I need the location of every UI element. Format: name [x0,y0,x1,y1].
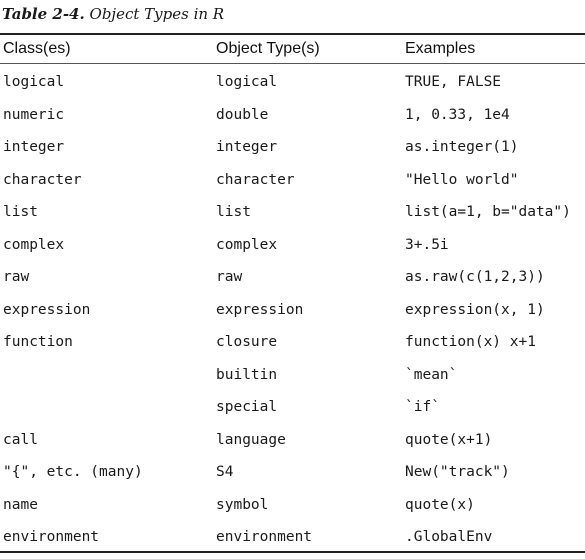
table-row: "{", etc. (many) S4 New("track") [0,458,585,491]
table-row: complex complex 3+.5i [0,231,585,264]
cell-class: call [3,431,38,448]
cell-class: complex [3,236,65,253]
table-header-rule [0,63,585,64]
table-row: raw raw as.raw(c(1,2,3)) [0,263,585,296]
cell-class: logical [3,74,65,90]
cell-example: TRUE, FALSE [405,74,502,90]
cell-example: expression(x, 1) [405,301,545,318]
cell-class: character [3,171,82,188]
cell-example: as.raw(c(1,2,3)) [405,269,545,285]
header-object-types: Object Type(s) [216,40,320,57]
cell-class: raw [3,269,30,285]
cell-type: language [216,431,286,448]
cell-type: closure [216,334,278,350]
cell-type: environment [216,529,313,545]
cell-type: character [216,171,295,188]
table-row: special `if` [0,393,585,426]
cell-example: "Hello world" [405,171,519,188]
cell-type: symbol [216,496,269,513]
cell-type: raw [216,269,243,285]
cell-type: logical [216,74,278,90]
table-row: logical logical TRUE, FALSE [0,68,585,101]
table-row: list list list(a=1, b="data") [0,198,585,231]
cell-type: builtin [216,366,278,383]
cell-type: complex [216,236,278,253]
table-header: Class(es) Object Type(s) Examples [0,36,585,63]
cell-example: function(x) x+1 [405,334,536,350]
cell-class: name [3,496,38,513]
cell-example: quote(x) [405,496,475,513]
table-body: logical logical TRUE, FALSE numeric doub… [0,68,585,556]
table-row: numeric double 1, 0.33, 1e4 [0,101,585,134]
cell-type: integer [216,139,278,155]
cell-example: as.integer(1) [405,139,519,155]
header-classes: Class(es) [3,40,71,57]
table-row: environment environment .GlobalEnv [0,523,585,556]
cell-type: list [216,204,251,220]
table-row: expression expression expression(x, 1) [0,296,585,329]
cell-class: integer [3,139,65,155]
cell-example: `mean` [405,366,458,383]
cell-example: list(a=1, b="data") [405,204,571,220]
cell-type: double [216,106,269,123]
cell-example: 3+.5i [405,236,449,253]
table-caption: Table 2-4. Object Types in R [2,5,224,23]
cell-example: New("track") [405,464,510,480]
table-row: builtin `mean` [0,361,585,394]
cell-class: "{", etc. (many) [3,464,143,480]
table-bottom-rule [0,551,585,553]
cell-type: expression [216,301,304,318]
cell-example: `if` [405,399,440,415]
cell-class: function [3,334,73,350]
table-row: name symbol quote(x) [0,491,585,524]
cell-class: expression [3,301,91,318]
cell-type: S4 [216,464,234,480]
table-row: call language quote(x+1) [0,426,585,459]
cell-example: quote(x+1) [405,431,493,448]
table-title: Object Types in R [89,5,225,23]
header-examples: Examples [405,40,476,57]
cell-class: environment [3,529,100,545]
cell-class: numeric [3,106,65,123]
table-row: function closure function(x) x+1 [0,328,585,361]
table-row: character character "Hello world" [0,166,585,199]
cell-example: 1, 0.33, 1e4 [405,106,510,123]
table-number: Table 2-4. [2,5,85,23]
table-top-rule [0,33,585,35]
cell-class: list [3,204,38,220]
cell-type: special [216,399,278,415]
cell-example: .GlobalEnv [405,529,493,545]
table-row: integer integer as.integer(1) [0,133,585,166]
